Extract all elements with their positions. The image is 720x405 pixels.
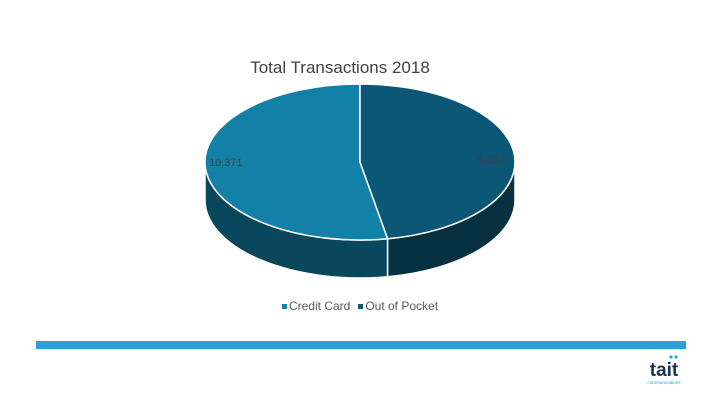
tait-logo-icon: tait communications: [647, 355, 681, 385]
logo-subtext: communications: [647, 380, 681, 385]
legend-item-out-of-pocket: Out of Pocket: [358, 299, 438, 313]
legend: Credit Card Out of Pocket: [270, 299, 450, 313]
logo-wordmark: tait: [650, 360, 679, 381]
legend-swatch: [358, 303, 364, 309]
legend-label: Out of Pocket: [365, 299, 439, 313]
data-label-credit-card: 10,371: [209, 157, 243, 169]
legend-item-credit-card: Credit Card: [281, 299, 351, 313]
pie-slice-1: [359, 83, 516, 240]
chart-title: Total Transactions 2018: [250, 58, 430, 77]
legend-swatch: [281, 303, 287, 309]
legend-label: Credit Card: [288, 299, 351, 313]
data-label-out-of-pocket: 9,252: [477, 154, 505, 166]
pie-slice-0: [204, 83, 389, 241]
footer-accent-bar: [36, 341, 686, 349]
